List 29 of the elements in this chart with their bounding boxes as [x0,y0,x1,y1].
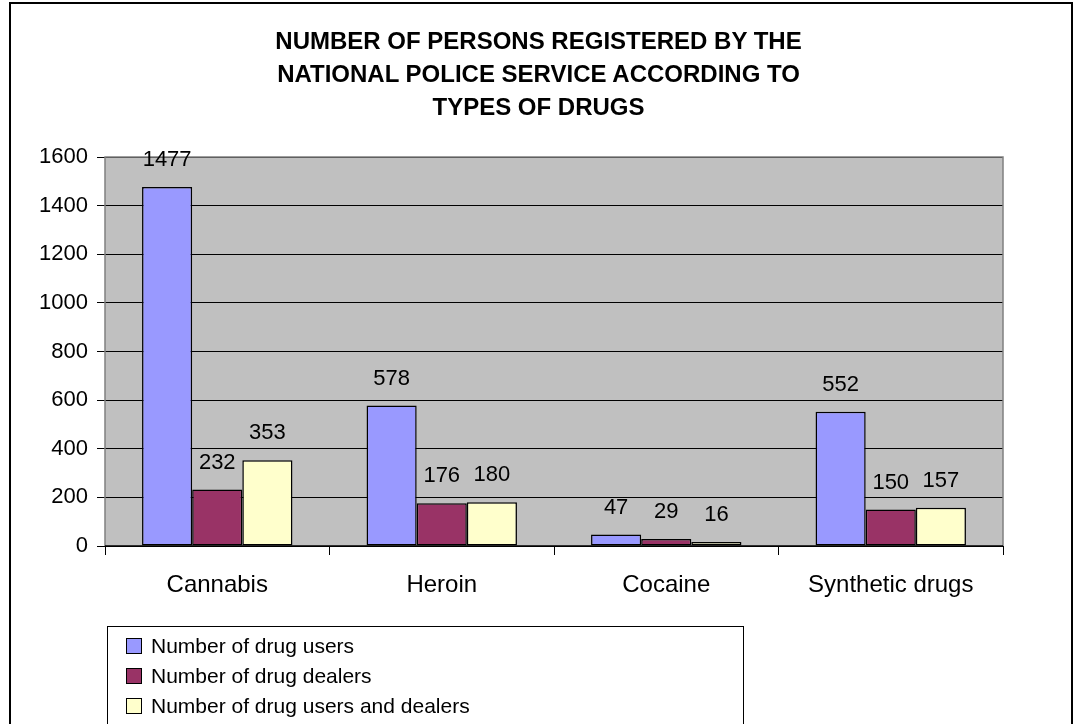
y-tick-label: 1400 [39,191,88,217]
y-tick-label: 1200 [39,240,88,266]
legend-label: Number of drug dealers [151,664,372,688]
data-label: 180 [473,461,511,487]
y-tick-label: 1000 [39,288,88,314]
data-label: 353 [249,419,286,445]
x-tick-label: Cocaine [622,570,711,598]
x-tick-label: Synthetic drugs [808,570,974,598]
y-tick-label: 0 [75,532,88,558]
y-tick-label: 800 [51,337,88,363]
data-label: 578 [373,364,410,390]
data-label: 157 [922,466,960,492]
y-tick-label: 200 [51,483,88,509]
data-label: 47 [603,493,629,519]
x-tick-label: Cannabis [166,570,268,598]
x-tick-label: Heroin [406,570,478,598]
data-label: 150 [872,468,910,494]
data-label: 1477 [142,145,192,171]
y-tick-label: 1600 [39,143,88,169]
y-tick-label: 400 [51,434,88,460]
data-label: 176 [423,462,461,488]
data-label: 552 [822,370,859,396]
data-label: 232 [198,448,236,474]
data-label: 29 [654,498,679,524]
legend-label: Number of drug users and dealers [151,694,470,718]
chart-title: NUMBER OF PERSONS REGISTERED BY THE NATIONAL POLICE SERVICE ACCORDING TO TYPES OF DRUGS [274,26,803,122]
data-label: 16 [704,501,729,527]
legend-label: Number of drug users [151,634,355,658]
y-tick-label: 600 [51,386,88,412]
